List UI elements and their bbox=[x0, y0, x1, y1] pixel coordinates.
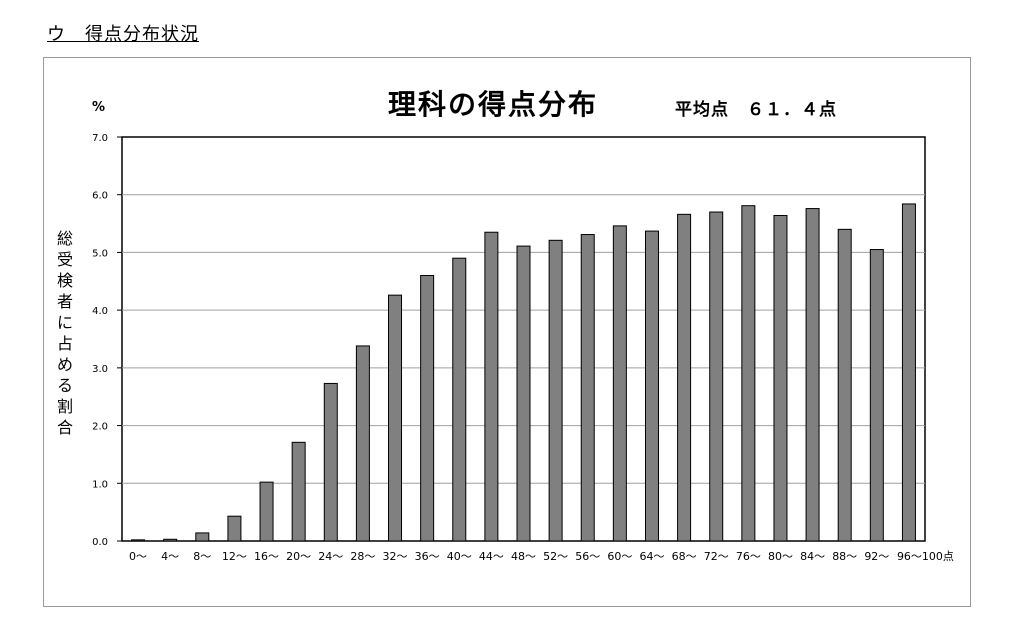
x-tick-label: 92～ bbox=[864, 550, 889, 563]
bar bbox=[323, 382, 338, 542]
bar bbox=[484, 231, 499, 542]
x-tick-label: 48～ bbox=[511, 550, 536, 563]
bar bbox=[837, 228, 852, 542]
bar bbox=[741, 205, 756, 542]
x-tick-label: 52～ bbox=[543, 550, 568, 563]
x-tick-label: 0～ bbox=[129, 550, 147, 563]
bar bbox=[709, 211, 724, 542]
x-tick-label: 24～ bbox=[318, 550, 343, 563]
x-tick-label: 84～ bbox=[800, 550, 825, 563]
x-tick-label: 96～100点 bbox=[897, 550, 954, 563]
x-tick-label: 88～ bbox=[832, 550, 857, 563]
y-axis-label: 総受検者に占める割合 bbox=[56, 229, 73, 437]
bar bbox=[355, 345, 370, 542]
y-tick-label: 4.0 bbox=[92, 306, 108, 317]
y-tick-label: 7.0 bbox=[92, 133, 108, 144]
bar bbox=[548, 239, 563, 542]
x-tick-label: 16～ bbox=[254, 550, 279, 563]
bar bbox=[644, 230, 659, 542]
bar bbox=[291, 441, 306, 542]
bar bbox=[420, 275, 435, 542]
bar bbox=[163, 538, 178, 542]
x-tick-label: 20～ bbox=[286, 550, 311, 563]
bar bbox=[259, 481, 274, 542]
bar bbox=[773, 214, 788, 542]
x-tick-label: 60～ bbox=[607, 550, 632, 563]
bar bbox=[677, 213, 692, 542]
x-tick-label: 4～ bbox=[161, 550, 179, 563]
x-tick-label: 40～ bbox=[447, 550, 472, 563]
x-tick-label: 32～ bbox=[383, 550, 408, 563]
x-tick-label: 72～ bbox=[704, 550, 729, 563]
x-tick-label: 56～ bbox=[575, 550, 600, 563]
x-tick-label: 8～ bbox=[193, 550, 211, 563]
chart-title: 理科の得点分布 bbox=[388, 88, 599, 121]
bar bbox=[452, 257, 467, 542]
bar bbox=[388, 294, 403, 542]
bar bbox=[195, 532, 210, 542]
x-tick-label: 76～ bbox=[736, 550, 761, 563]
y-tick-label: 2.0 bbox=[92, 422, 108, 433]
bar bbox=[869, 249, 884, 542]
y-tick-label: 5.0 bbox=[92, 248, 108, 259]
y-tick-label: 1.0 bbox=[92, 479, 108, 490]
x-tick-label: 44～ bbox=[479, 550, 504, 563]
chart-frame bbox=[43, 57, 971, 607]
bar bbox=[805, 208, 820, 542]
x-tick-label: 36～ bbox=[415, 550, 440, 563]
x-tick-label: 64～ bbox=[639, 550, 664, 563]
y-axis-unit: % bbox=[92, 100, 106, 115]
x-tick-label: 68～ bbox=[672, 550, 697, 563]
x-tick-label: 12～ bbox=[222, 550, 247, 563]
section-heading: ウ 得点分布状況 bbox=[47, 24, 199, 45]
bar bbox=[612, 225, 627, 542]
bar bbox=[131, 539, 146, 542]
x-tick-label: 80～ bbox=[768, 550, 793, 563]
bar bbox=[901, 203, 916, 542]
y-tick-label: 3.0 bbox=[92, 364, 108, 375]
chart-subtitle: 平均点 ６１．４点 bbox=[675, 100, 837, 120]
bar bbox=[227, 515, 242, 542]
y-tick-label: 0.0 bbox=[92, 537, 108, 548]
bar bbox=[580, 234, 595, 542]
x-tick-label: 28～ bbox=[350, 550, 375, 563]
y-tick-label: 6.0 bbox=[92, 191, 108, 202]
bar bbox=[516, 245, 531, 542]
